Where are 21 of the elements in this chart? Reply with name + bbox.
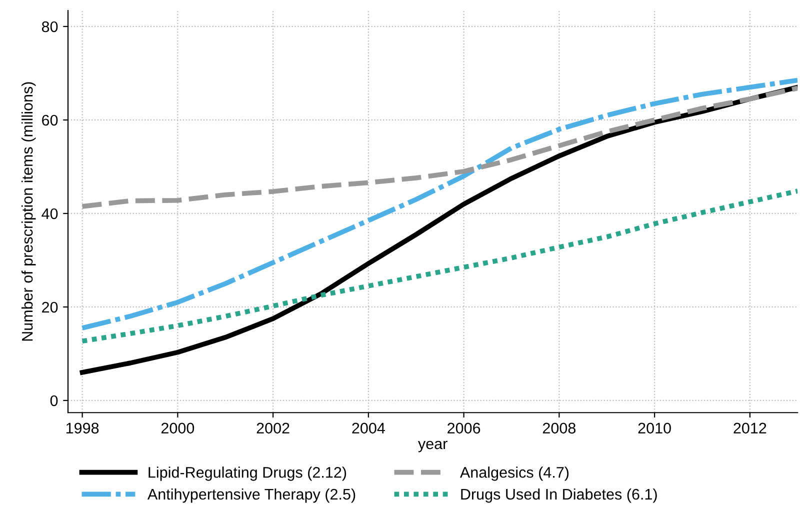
y-axis-title: Number of prescription items (millions)	[21, 82, 36, 341]
line-series	[80, 78, 798, 330]
y-tick-label: 60	[42, 114, 58, 126]
x-axis-title: year	[418, 440, 448, 452]
line-series	[80, 188, 798, 344]
y-tick-label: 80	[42, 21, 58, 32]
x-tick-label: 2000	[161, 422, 194, 434]
x-tick-label: 2010	[638, 422, 671, 434]
legend-label: Drugs Used In Diabetes (6.1)	[461, 488, 657, 503]
y-tick-label: 20	[42, 302, 58, 313]
legend-label: Analgesics (4.7)	[460, 466, 569, 481]
x-tick-label: 2006	[448, 422, 480, 434]
x-tick-label: 2008	[542, 422, 576, 434]
x-tick-label: 2012	[734, 422, 766, 434]
y-tick-label: 0	[50, 395, 58, 406]
legend-label: Lipid-Regulating Drugs (2.12)	[148, 466, 346, 481]
x-tick-label: 1998	[66, 422, 99, 434]
x-tick-label: 2002	[256, 422, 290, 434]
x-tick-label: 2004	[352, 422, 385, 434]
y-tick-label: 40	[42, 208, 58, 220]
legend-label: Antihypertensive Therapy (2.5)	[147, 488, 356, 503]
